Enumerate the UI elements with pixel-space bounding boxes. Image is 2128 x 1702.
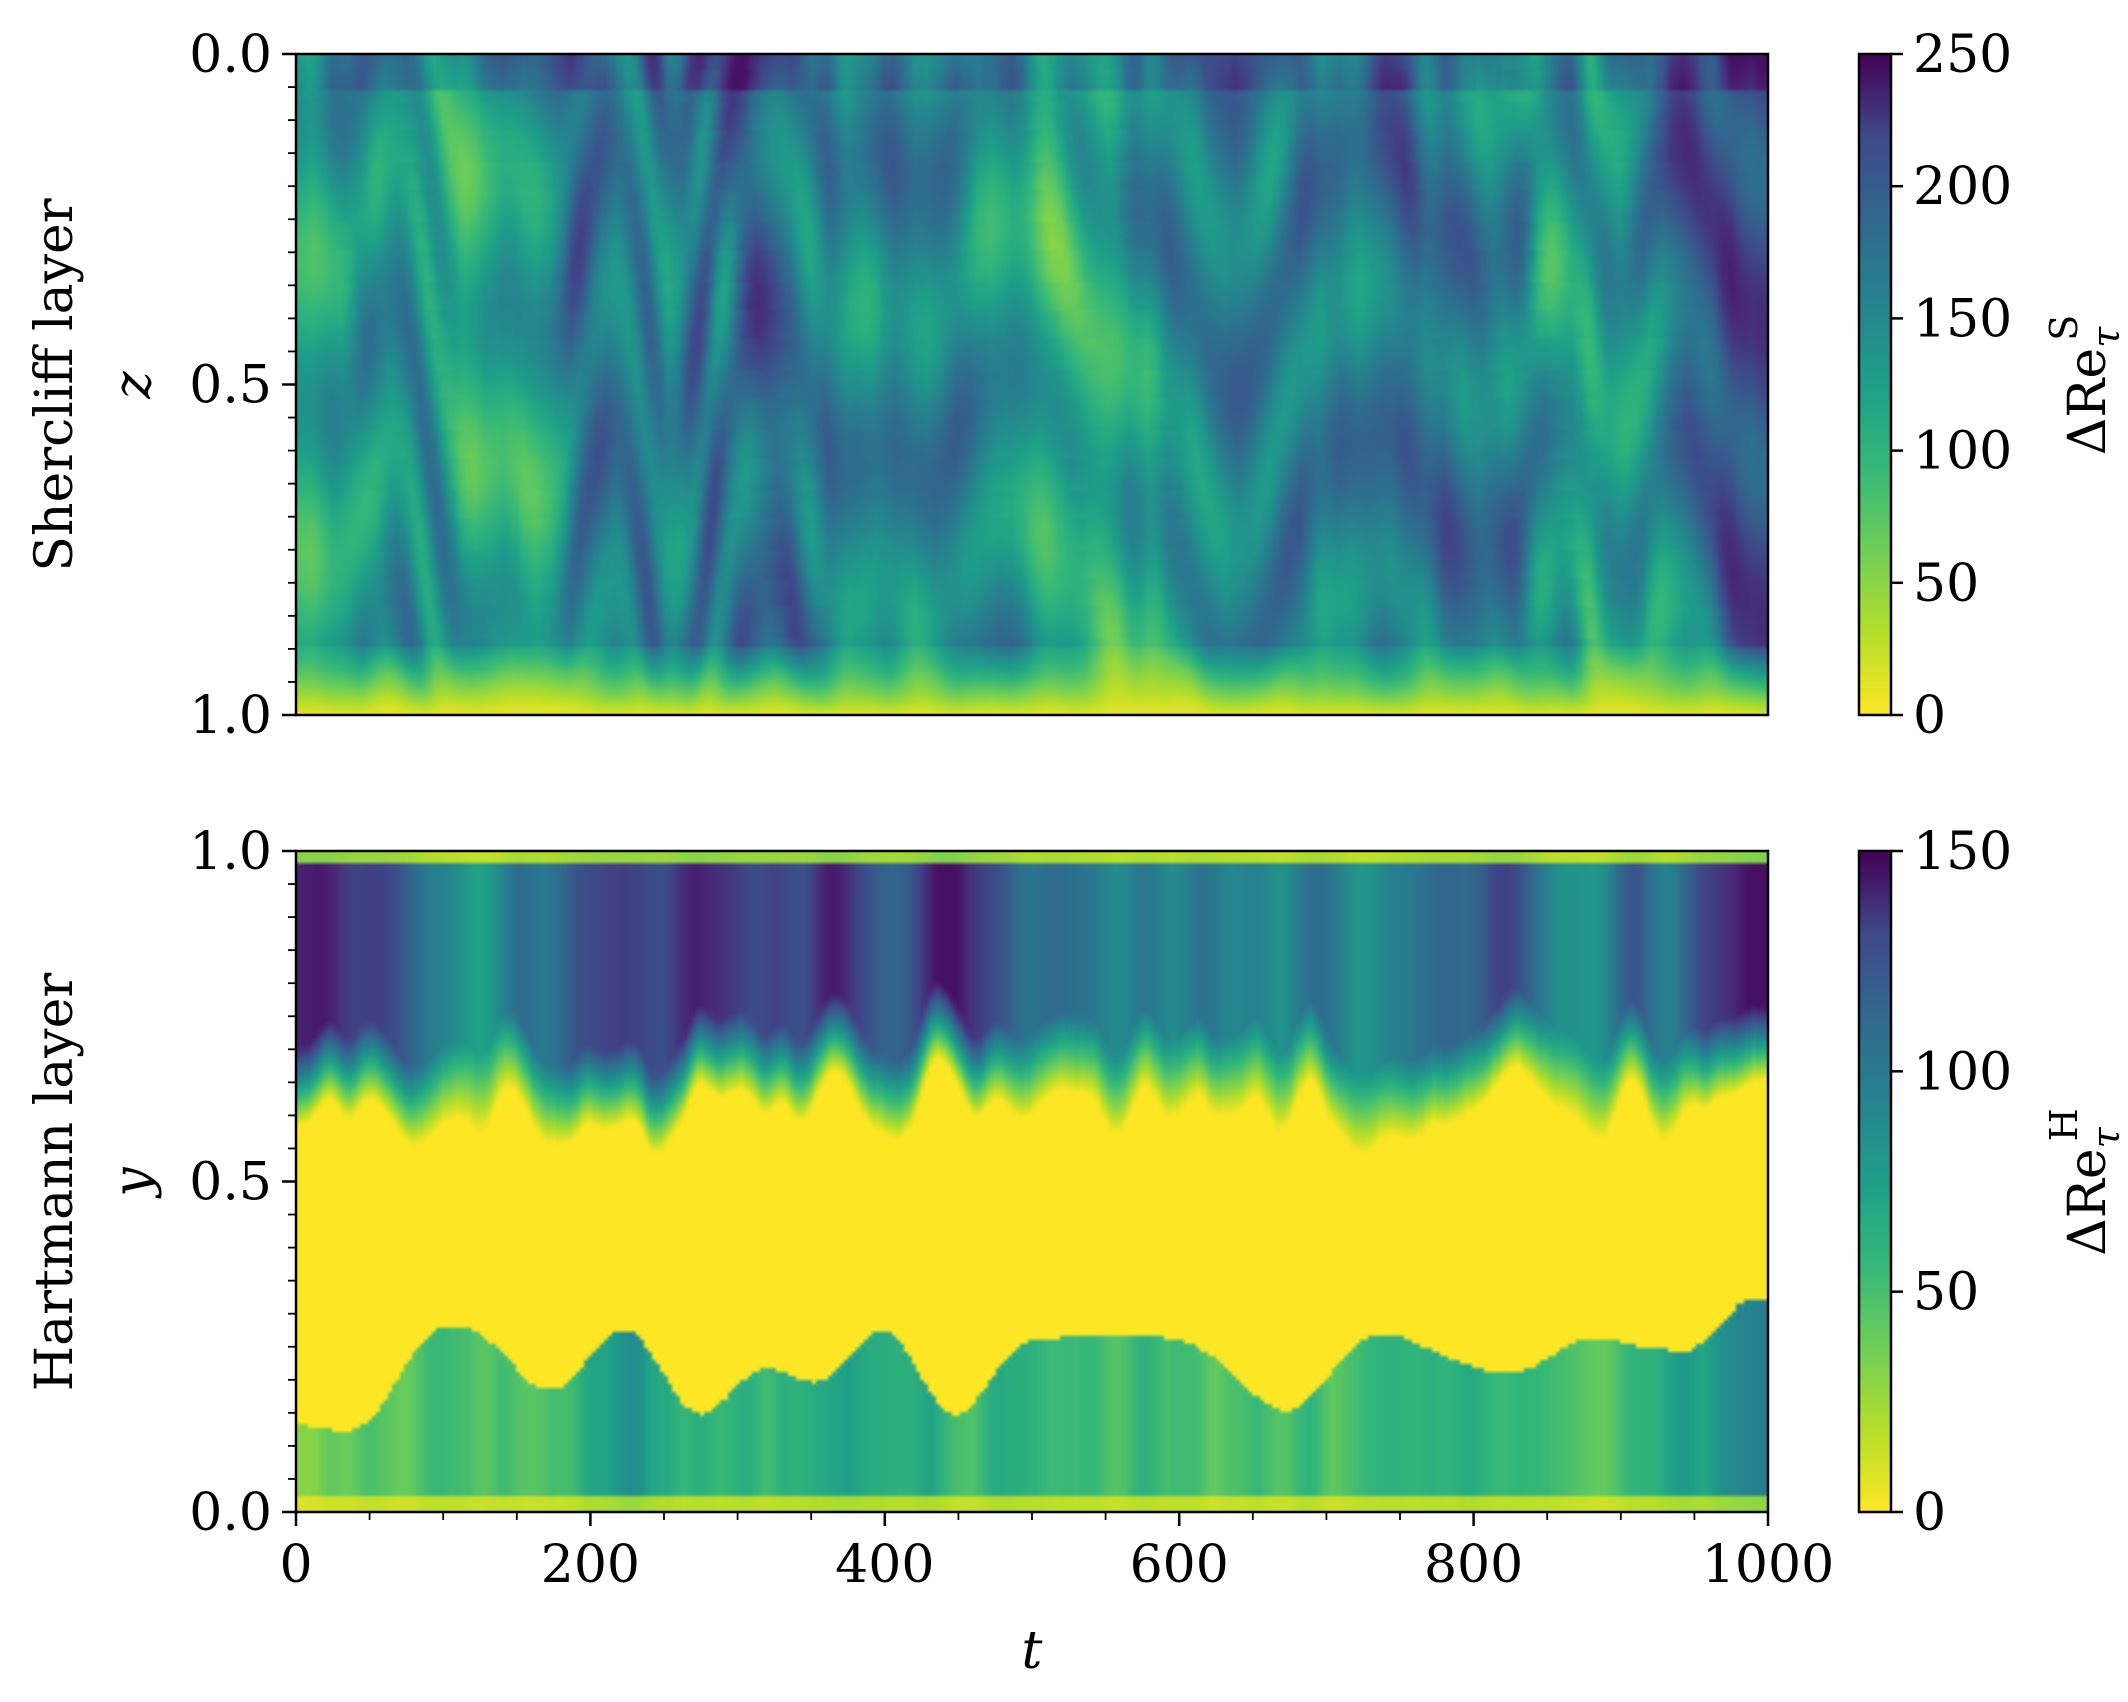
colorbar-tick-label: 200 xyxy=(1913,157,2012,217)
heatmap-top-image xyxy=(296,54,1768,715)
colorbar-tick-label: 250 xyxy=(1913,25,2012,85)
colorbar-tick-label: 100 xyxy=(1913,422,2012,482)
y-label-row-top: Shercliff layer xyxy=(25,198,85,571)
colorbar-tick-label: 50 xyxy=(1913,554,1979,614)
colorbar-label-bottom: ΔReτH xyxy=(2042,1108,2128,1256)
colorbar-tick-label: 50 xyxy=(1913,1263,1979,1323)
colorbar-tick-label: 0 xyxy=(1913,1483,1946,1543)
y-label-var-top: z xyxy=(103,371,163,400)
bottom-panel: 0.00.51.0 0 200 400 600 800 1000 Hartmann lay… xyxy=(25,822,2128,1681)
colorbar-tick-label: 150 xyxy=(1913,822,2012,882)
x-tick-label: 200 xyxy=(541,1535,640,1595)
y-label-row-bottom: Hartmann layer xyxy=(25,973,85,1392)
x-ticks-bottom: 0 200 400 600 800 1000 xyxy=(279,1512,1834,1595)
x-tick-label: 600 xyxy=(1130,1535,1229,1595)
y-bottom-tick-label: 0.0 xyxy=(189,1483,272,1543)
colorbar-tick-label: 100 xyxy=(1913,1042,2012,1102)
colorbar-top xyxy=(1857,52,1893,717)
y-label-var-bottom: y xyxy=(103,1167,163,1199)
y-bottom-tick-label: 0.5 xyxy=(189,1153,272,1213)
colorbar-tick-label: 150 xyxy=(1913,289,2012,349)
x-label: t xyxy=(1022,1621,1043,1681)
top-panel: 0.0 0.5 1.0 Shercliff layer z 0 50 100 150 200… xyxy=(25,25,2128,746)
colorbar-bottom xyxy=(1857,849,1893,1514)
x-tick-label: 0 xyxy=(279,1535,312,1595)
colorbar-tick-label: 0 xyxy=(1913,686,1946,746)
y-top-tick-label: 0.5 xyxy=(189,356,272,416)
colorbar-ticks-top: 0 50 100 150 200 250 xyxy=(1891,25,2012,746)
x-tick-label: 800 xyxy=(1424,1535,1523,1595)
x-tick-label: 1000 xyxy=(1702,1535,1834,1595)
colorbar-ticks-bottom: 0 50 100 150 xyxy=(1891,822,2012,1543)
y-top-tick-label: 0.0 xyxy=(189,25,272,85)
colorbar-label-top: ΔReτS xyxy=(2042,315,2128,456)
y-top-tick-label: 1.0 xyxy=(189,686,272,746)
y-bottom-tick-label: 1.0 xyxy=(189,822,272,882)
heatmap-bottom-image xyxy=(296,851,1768,1512)
y-ticks-top: 0.0 0.5 1.0 xyxy=(189,25,296,746)
y-ticks-bottom: 0.0 0.5 1.0 xyxy=(189,822,296,1543)
x-tick-label: 400 xyxy=(835,1535,934,1595)
